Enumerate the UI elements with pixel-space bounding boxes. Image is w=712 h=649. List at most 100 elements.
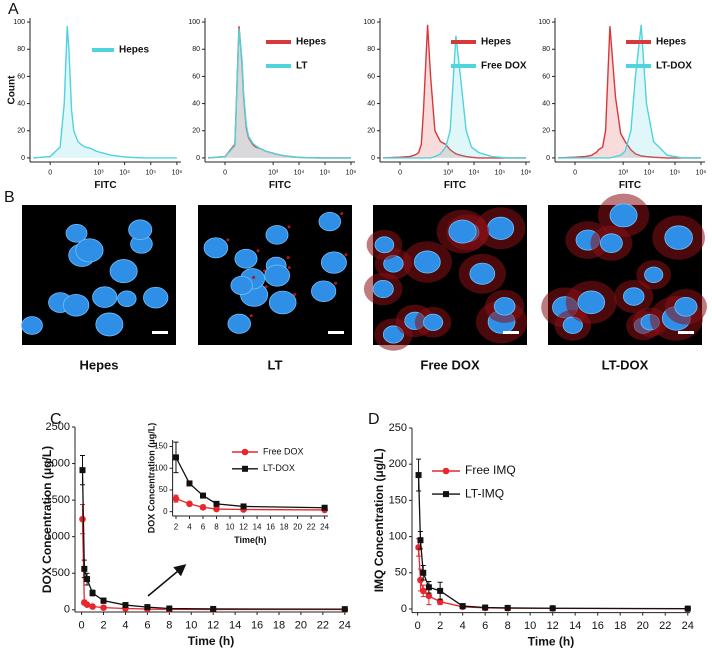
legend-label: Free DOX: [481, 61, 527, 72]
y-axis-title: Count: [7, 75, 18, 105]
marker: [166, 605, 173, 612]
nucleus: [265, 225, 289, 245]
nucleus: [234, 248, 258, 269]
y-tick-label: 40: [192, 100, 200, 107]
x-axis-title: FITC: [94, 180, 116, 191]
nucleus: [487, 216, 515, 240]
x-tick-label: 0: [223, 170, 227, 177]
speck: [287, 266, 291, 270]
marker: [186, 500, 193, 508]
speck: [287, 225, 291, 229]
nucleus: [599, 233, 623, 253]
y-tick-label: 40: [542, 100, 550, 107]
x-tick-label: 12: [239, 523, 248, 532]
y-tick-label: 60: [367, 73, 375, 80]
nucleus: [372, 279, 394, 299]
marker: [186, 480, 193, 487]
nucleus: [374, 236, 395, 254]
x-tick-label: 10: [524, 620, 536, 632]
x-tick-label: 4: [460, 620, 466, 632]
marker: [417, 576, 424, 584]
speck: [344, 253, 348, 257]
x-tick-label: 10⁵: [670, 170, 681, 177]
x-tick-label: 10³: [443, 170, 454, 177]
marker: [420, 569, 427, 576]
legend-marker: [242, 465, 248, 472]
y-tick-label: 100: [188, 19, 200, 26]
y-tick-label: 20: [542, 128, 550, 135]
nucleus: [623, 287, 645, 306]
image-caption: LT: [268, 357, 283, 372]
nucleus: [469, 262, 496, 285]
x-tick-label: 8: [166, 620, 172, 632]
speck: [226, 238, 230, 242]
x-tick-label: 0: [415, 620, 421, 632]
y-tick-label: 80: [17, 46, 25, 53]
x-tick-label: 0: [398, 170, 402, 177]
marker: [100, 604, 107, 611]
panel-label: B: [4, 189, 15, 206]
x-axis-title: FITC: [619, 180, 641, 191]
x-tick-label: 8: [505, 620, 511, 632]
marker: [425, 584, 432, 591]
scale-bar: [678, 331, 694, 334]
nucleus: [109, 259, 138, 284]
y-tick-label: 200: [389, 458, 407, 470]
series-line: [417, 547, 688, 610]
nucleus: [311, 280, 337, 302]
y-tick-label: 50: [159, 485, 168, 494]
legend-marker: [241, 448, 249, 456]
speck: [286, 256, 290, 260]
x-tick-label: 16: [266, 523, 275, 532]
y-axis-title: DOX Concentration (μg/L): [40, 446, 54, 593]
y-tick-label: 150: [154, 442, 168, 451]
y-tick-label: 2000: [46, 457, 70, 469]
x-tick-label: 10: [226, 523, 235, 532]
nucleus: [318, 211, 342, 232]
y-tick-label: 250: [389, 422, 407, 434]
y-tick-label: 60: [542, 73, 550, 80]
speck: [249, 314, 253, 318]
y-tick-label: 0: [401, 603, 407, 615]
x-tick-label: 10⁴: [119, 170, 130, 177]
marker: [321, 504, 328, 511]
nucleus: [448, 219, 477, 244]
y-tick-label: 100: [389, 530, 407, 542]
micrographs: Hepes LT Free DOX LT-DOX: [21, 193, 707, 372]
x-tick-label: 2: [437, 620, 443, 632]
x-tick-label: 20: [637, 620, 649, 632]
y-tick-label: 100: [154, 463, 168, 472]
x-tick-label: 10⁵: [495, 170, 506, 177]
marker: [240, 503, 247, 510]
x-tick-label: 10⁴: [469, 170, 480, 177]
marker: [419, 587, 427, 595]
marker: [199, 504, 207, 511]
x-axis-title: FITC: [269, 180, 291, 191]
marker: [213, 500, 220, 507]
x-tick-label: 0: [48, 170, 52, 177]
nucleus: [413, 250, 441, 274]
series-line: [81, 519, 345, 611]
legend-label: LT-DOX: [263, 463, 295, 473]
x-tick-label: 10³: [268, 170, 279, 177]
marker: [549, 605, 556, 612]
y-tick-label: 100: [363, 19, 375, 26]
image-caption: Hepes: [79, 357, 118, 372]
x-tick-label: 10³: [618, 170, 629, 177]
x-tick-label: 6: [482, 620, 488, 632]
y-tick-label: 0: [163, 507, 168, 516]
series-line: [417, 475, 688, 610]
y-tick-label: 100: [538, 19, 550, 26]
marker: [172, 454, 179, 461]
x-tick-label: 22: [317, 620, 329, 632]
y-tick-label: 80: [542, 46, 550, 53]
speck: [256, 249, 260, 253]
x-tick-label: 6: [144, 620, 150, 632]
y-tick-label: 20: [192, 128, 200, 135]
x-tick-label: 10⁶: [521, 170, 532, 177]
x-tick-label: 10⁶: [696, 170, 707, 177]
nucleus: [128, 219, 153, 240]
speck: [293, 293, 297, 297]
series-line: [175, 457, 325, 509]
